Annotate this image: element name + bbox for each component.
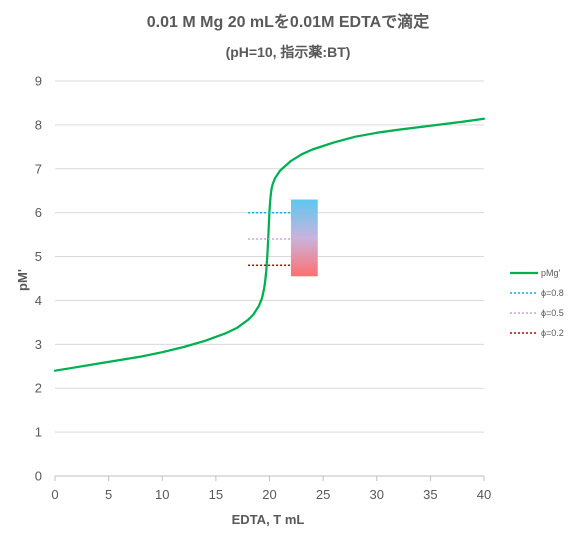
y-tick-label: 6 (35, 205, 42, 220)
y-tick-label: 5 (35, 249, 42, 264)
legend-label: ϕ=0.5 (541, 308, 564, 318)
x-tick-label: 0 (51, 487, 58, 502)
y-tick-label: 4 (35, 293, 42, 308)
y-tick-label: 1 (35, 425, 42, 440)
gridlines (55, 80, 484, 433)
y-tick-label: 0 (35, 469, 42, 484)
x-tick-label: 40 (477, 487, 491, 502)
legend: pMg' ϕ=0.8 ϕ=0.5 ϕ=0.2 (510, 268, 564, 338)
y-axis-label: pM' (15, 269, 30, 291)
legend-label: ϕ=0.2 (541, 328, 564, 338)
chart-subtitle: (pH=10, 指示薬:BT) (226, 44, 351, 60)
legend-label: ϕ=0.8 (541, 288, 564, 298)
x-tick-label: 20 (262, 487, 276, 502)
x-tick-label: 10 (155, 487, 169, 502)
y-tick-label: 8 (35, 117, 42, 132)
x-axis (54, 475, 485, 481)
x-tick-label: 35 (423, 487, 437, 502)
x-tick-label: 15 (209, 487, 223, 502)
y-tick-label: 3 (35, 337, 42, 352)
legend-label: pMg' (541, 268, 561, 278)
x-tick-label: 25 (316, 487, 330, 502)
x-tick-labels: 0 5 10 15 20 25 30 35 40 (51, 487, 491, 502)
y-tick-label: 2 (35, 381, 42, 396)
series-lines (53, 117, 486, 372)
indicator-color-bar (290, 199, 318, 277)
x-tick-label: 5 (105, 487, 112, 502)
series-line-1 (53, 117, 486, 372)
x-tick-label: 30 (370, 487, 384, 502)
y-tick-label: 9 (35, 74, 42, 89)
y-tick-label: 7 (35, 161, 42, 176)
chart-title: 0.01 M Mg 20 mLを0.01M EDTAで滴定 (147, 12, 429, 31)
y-tick-labels: 0 1 2 3 4 5 6 7 8 9 (35, 74, 42, 484)
x-axis-label: EDTA, T mL (232, 512, 305, 527)
